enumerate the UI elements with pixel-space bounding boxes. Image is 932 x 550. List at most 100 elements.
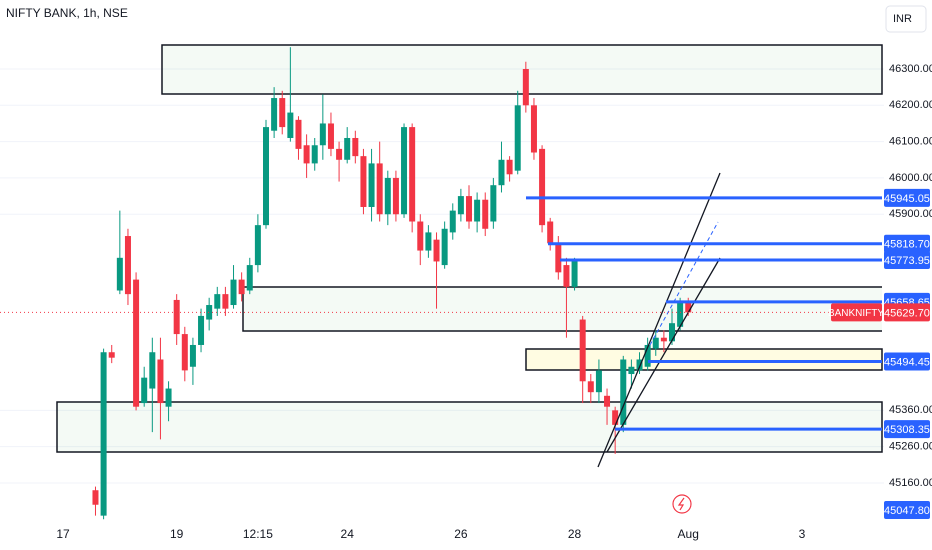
candle-body: [539, 148, 546, 226]
y-tick-label: 46100.00: [889, 136, 932, 148]
candle-body: [482, 199, 489, 229]
channel-line: [597, 172, 721, 468]
candle-body: [133, 279, 140, 407]
candle-body: [181, 334, 188, 371]
candle-body: [660, 337, 667, 342]
candle-body: [457, 196, 464, 215]
y-tick-label: 45900.00: [889, 208, 932, 220]
candle-body: [116, 257, 123, 291]
y-tick-label: 45360.00: [889, 404, 932, 416]
candle-body: [100, 352, 107, 516]
candle-body: [522, 68, 529, 106]
candle-body: [149, 352, 156, 389]
candle-body: [409, 127, 416, 222]
level-label: 45945.05: [884, 193, 930, 205]
candle-body: [108, 352, 115, 358]
axis: 46300.00 46200.00 46100.00 46000.00 45900.00…: [56, 63, 932, 541]
channel-line: [606, 257, 721, 453]
candle-body: [238, 279, 245, 295]
replay-circle[interactable]: [672, 494, 692, 514]
candle-body: [360, 156, 367, 207]
x-tick-label: 24: [341, 527, 355, 541]
candle-body: [425, 232, 432, 251]
candle-body: [514, 105, 521, 171]
candle-body: [555, 243, 562, 273]
candle-body: [368, 163, 375, 207]
zone-box: [56, 401, 883, 453]
x-tick-label: 26: [454, 527, 468, 541]
candle-body: [124, 236, 131, 295]
candle-body: [636, 359, 643, 371]
candle-body: [206, 305, 213, 320]
candle-body: [230, 279, 237, 306]
candle-body: [417, 221, 424, 251]
low-badge: [884, 501, 930, 519]
candle-body: [352, 137, 359, 157]
y-tick-label: 46300.00: [889, 63, 932, 75]
last-price-label: 45629.70: [884, 307, 930, 319]
candle-body: [433, 239, 440, 262]
last-price-badge: [884, 303, 930, 322]
chart-title: NIFTY BANK, 1h, NSE: [6, 6, 128, 20]
candle-body: [173, 299, 180, 335]
level-badge: [884, 352, 930, 371]
candle-body: [271, 98, 278, 131]
currency[interactable]: INR: [893, 13, 912, 25]
candle-body: [604, 395, 611, 407]
candle-body: [327, 123, 334, 149]
level-label: 45494.45: [884, 356, 930, 368]
candle-body: [652, 337, 659, 349]
level-badge: [884, 188, 930, 207]
candle-body: [441, 228, 448, 266]
symbol-label: BANKNIFTY: [828, 308, 884, 319]
candle-body: [474, 199, 481, 222]
replay-bolt[interactable]: [677, 497, 685, 511]
candle-body: [669, 323, 675, 342]
candle-body: [92, 490, 99, 505]
channel: [597, 172, 721, 468]
candle-body: [620, 359, 627, 425]
channel-mid: [649, 221, 719, 346]
currency-box[interactable]: [885, 5, 927, 33]
candle-body: [279, 98, 286, 128]
candle-body: [530, 105, 537, 153]
candle-body: [165, 388, 172, 407]
candle-body: [198, 315, 205, 345]
zones: [56, 44, 883, 453]
candle-body: [685, 301, 692, 313]
candle-body: [595, 370, 602, 393]
levels: BANKNIFTY: [0, 196, 884, 431]
candle-body: [295, 119, 302, 149]
candle-body: [336, 148, 343, 160]
candle-body: [246, 265, 253, 291]
price-axis: [884, 0, 932, 550]
candle-body: [376, 163, 383, 215]
candle-body: [587, 381, 594, 393]
candle-body: [563, 265, 570, 287]
low-label: 45047.80: [884, 505, 930, 517]
x-tick-label: 3: [799, 527, 806, 541]
candle-body: [506, 159, 513, 175]
candle-body: [263, 127, 269, 226]
level-label: 45308.35: [884, 424, 930, 436]
candle-body: [547, 221, 554, 244]
y-tick-label: 46200.00: [889, 99, 932, 111]
symbol-badge: [831, 303, 882, 322]
candle-body: [214, 294, 221, 309]
candle-body: [254, 225, 261, 266]
replay-icon[interactable]: [672, 494, 692, 514]
candle-body: [392, 177, 399, 215]
candle-body: [571, 261, 578, 287]
zone-box: [161, 44, 883, 95]
candle-body: [677, 301, 684, 327]
candle-body: [141, 377, 148, 404]
candle-body: [303, 145, 310, 164]
zone-box: [525, 348, 883, 371]
zone-box: [242, 286, 882, 332]
level-badge: [884, 420, 930, 439]
y-tick-label: 45260.00: [889, 441, 932, 453]
x-tick-label: 19: [170, 527, 184, 541]
grid: [0, 68, 884, 484]
